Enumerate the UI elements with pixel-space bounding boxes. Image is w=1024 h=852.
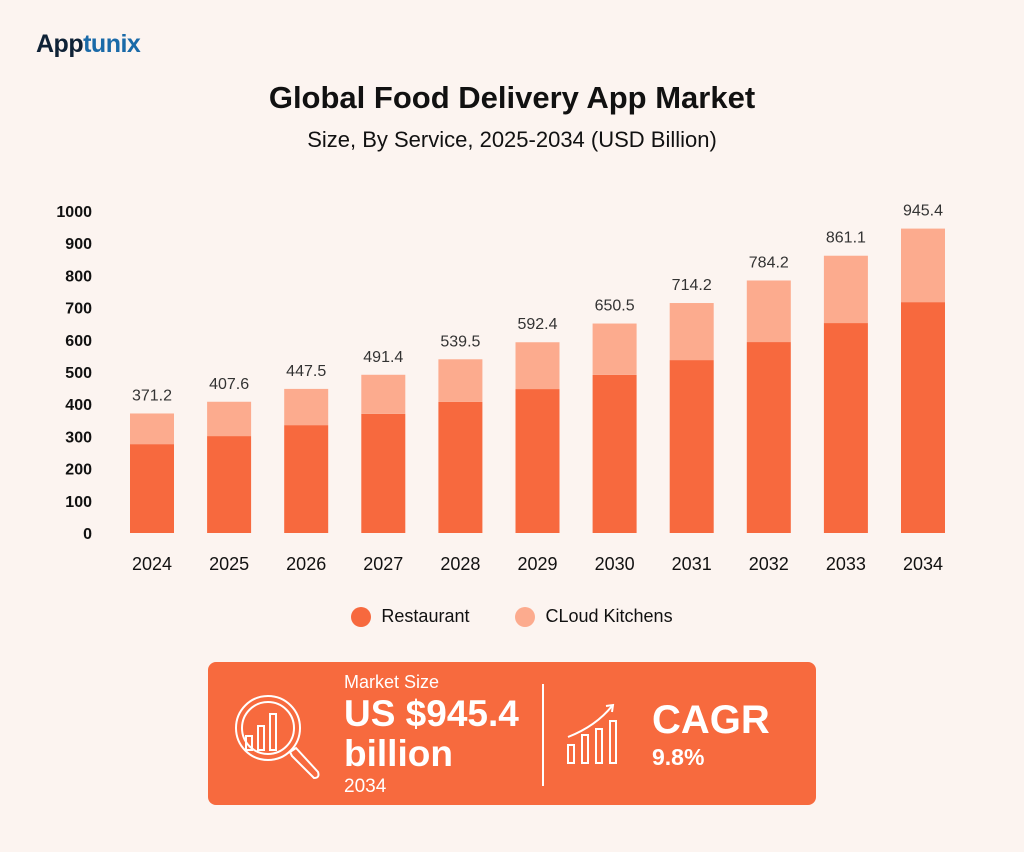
total-label: 491.4 [363,349,403,366]
bar-cloud-kitchens [438,359,483,402]
x-tick-label: 2026 [286,554,326,574]
growth-chart-icon [567,703,617,764]
legend-swatch-cloud-kitchens [515,606,536,627]
bar-cloud-kitchens [284,388,329,426]
x-tick-label: 2030 [595,554,635,574]
y-tick-label: 300 [65,429,92,446]
total-label: 539.5 [440,333,480,350]
bar-restaurant [592,374,637,533]
x-tick-label: 2033 [826,554,866,574]
x-tick-label: 2024 [132,554,172,574]
total-label: 371.2 [132,387,172,404]
y-tick-label: 700 [65,301,92,318]
total-label: 945.4 [903,203,943,220]
cagr-label: CAGR [652,698,770,742]
bar-cloud-kitchens [669,303,714,361]
x-tick-label: 2027 [363,554,403,574]
bar-restaurant [669,360,714,533]
x-tick-label: 2028 [440,554,480,574]
legend-cloud-kitchens: CLoud Kitchens [515,606,673,627]
y-tick-label: 200 [65,462,92,479]
total-label: 447.5 [286,363,326,380]
cagr-value: 9.8% [652,744,705,770]
x-tick-label: 2031 [672,554,712,574]
total-label: 861.1 [826,230,866,247]
x-tick-label: 2032 [749,554,789,574]
total-label: 650.5 [595,298,635,315]
bar-cloud-kitchens [823,255,868,324]
x-tick-label: 2029 [517,554,557,574]
apptunix-logo: Apptunix [36,30,141,58]
total-label: 714.2 [672,277,712,294]
market-size-value: US $945.4 billion [344,693,519,774]
y-tick-label: 500 [65,365,92,382]
y-tick-label: 100 [65,494,92,511]
bar-cloud-kitchens [901,228,945,303]
bar-restaurant [901,302,945,533]
y-tick-label: 0 [83,526,92,543]
total-label: 592.4 [517,316,557,333]
bar-restaurant [746,342,791,533]
magnifier-chart-icon [235,695,320,780]
bar-restaurant [130,444,174,533]
market-size-year: 2034 [344,776,387,797]
bar-cloud-kitchens [361,374,406,414]
y-tick-label: 400 [65,397,92,414]
bar-cloud-kitchens [515,342,560,390]
y-tick-label: 1000 [56,204,92,221]
legend-swatch-restaurant [351,606,372,627]
bar-cloud-kitchens [130,413,174,445]
y-tick-label: 800 [65,268,92,285]
bar-restaurant [438,401,483,533]
bar-cloud-kitchens [746,280,791,343]
summary-panel: Market Size US $945.4 billion 2034 CAGR 9… [208,662,816,805]
x-tick-label: 2034 [903,554,943,574]
y-tick-label: 600 [65,333,92,350]
bar-restaurant [207,436,252,533]
x-tick-label: 2025 [209,554,249,574]
chart-title: Global Food Delivery App Market [268,80,756,115]
chart-subtitle: Size, By Service, 2025-2034 (USD Billion… [307,127,717,152]
stacked-bar-chart: 0 100 200 300 400 500 600 700 800 900 1000 371.2 202… [56,203,945,574]
divider [542,684,544,786]
bar-cloud-kitchens [592,323,637,375]
bar-restaurant [515,389,560,533]
bar-cloud-kitchens [207,401,252,437]
bar-restaurant [361,413,406,533]
y-tick-label: 900 [65,236,92,253]
total-label: 407.6 [209,376,249,393]
bar-restaurant [284,425,329,533]
bar-restaurant [823,323,868,533]
legend-restaurant: Restaurant [351,606,469,627]
market-size-label: Market Size [344,672,440,692]
legend: Restaurant CLoud Kitchens [0,606,1024,627]
total-label: 784.2 [749,254,789,271]
